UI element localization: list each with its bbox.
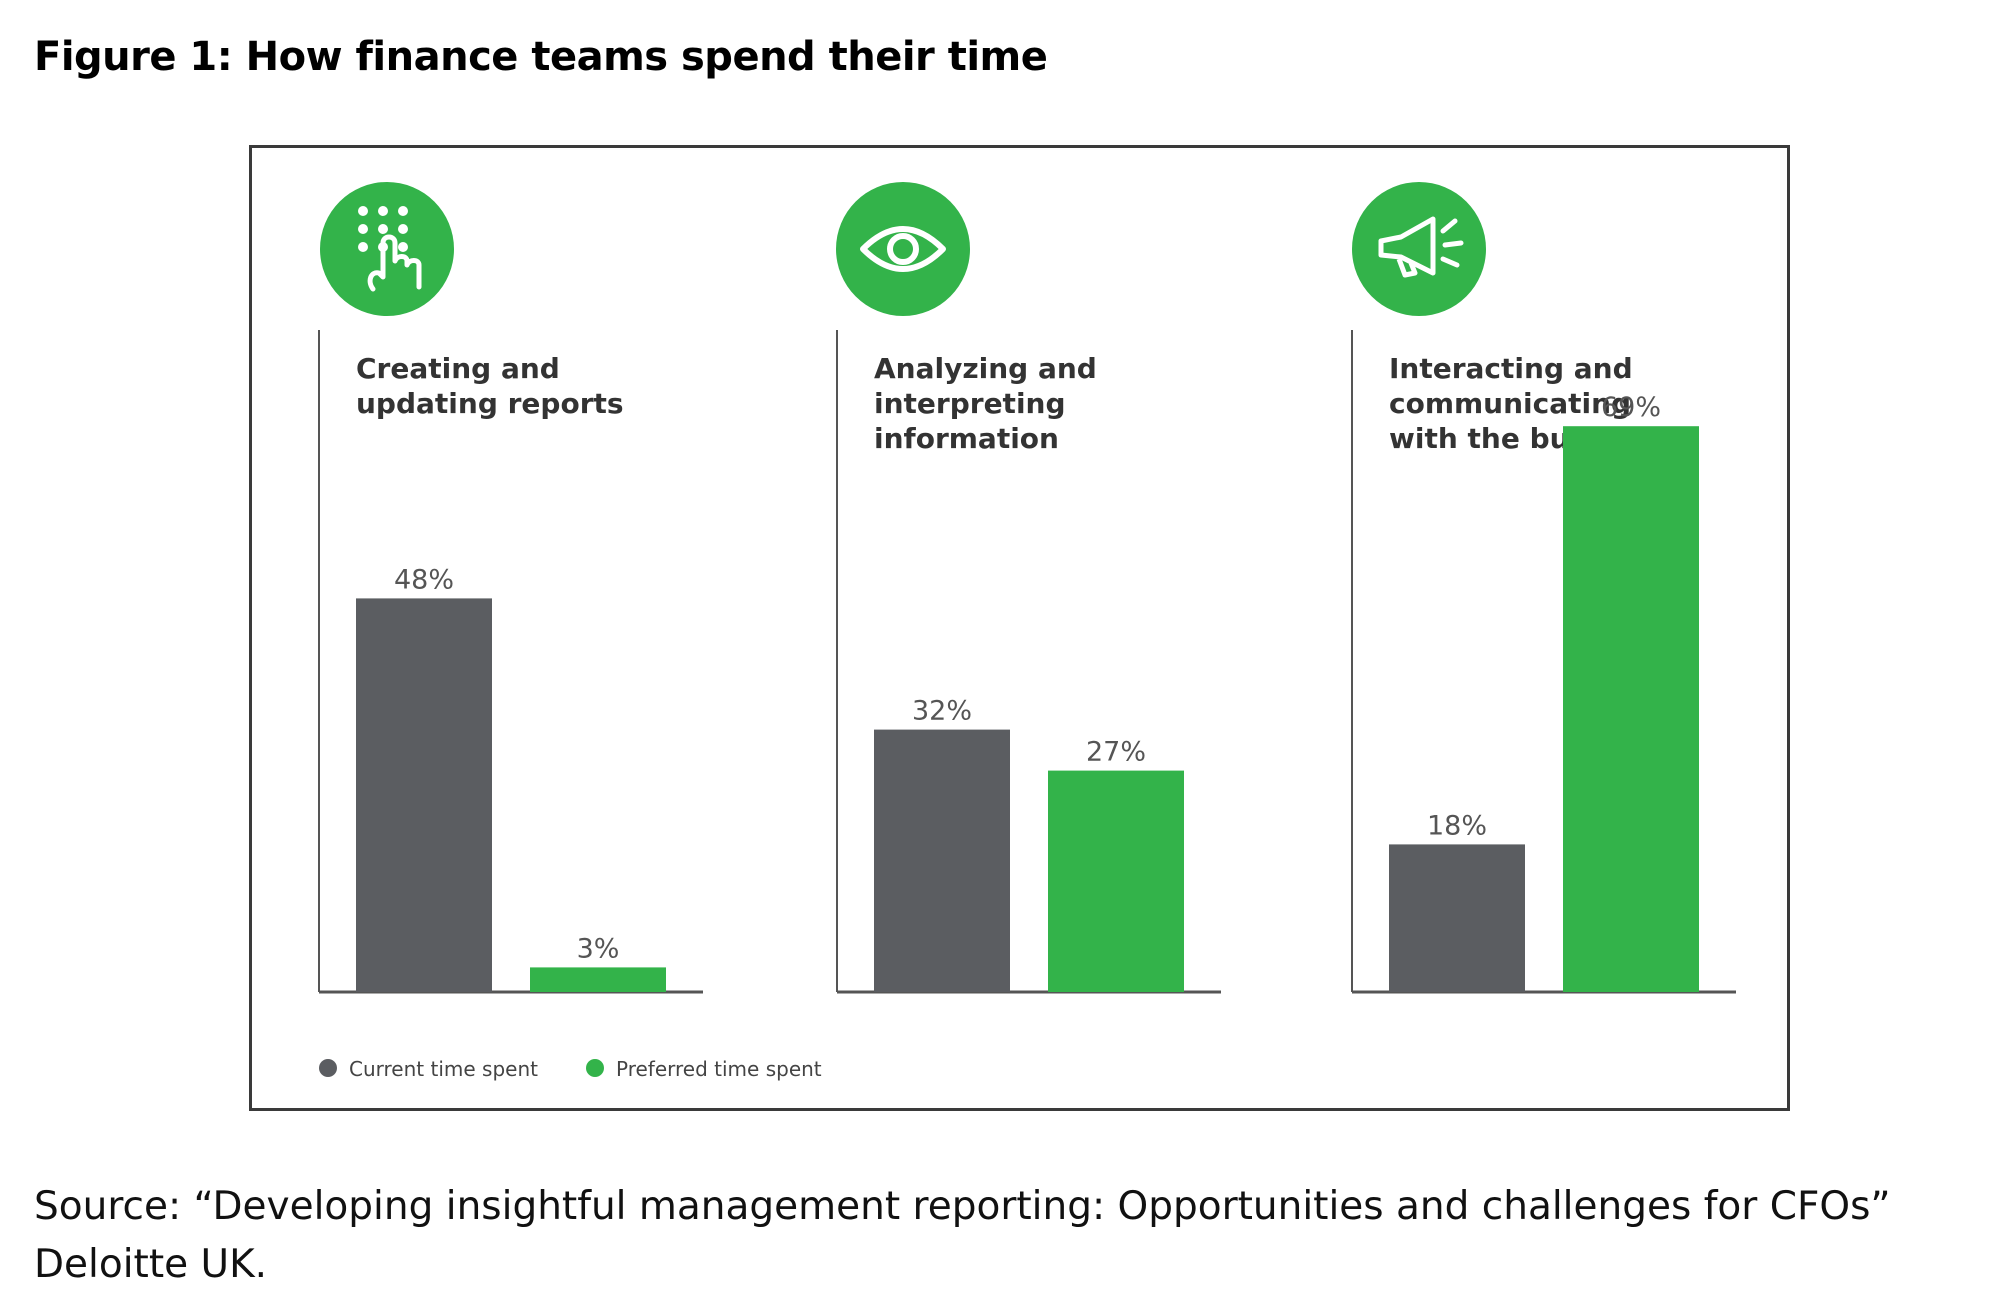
chart-panel-2: Analyzing and interpreting information 32% 2… — [836, 182, 1221, 994]
category-label-line: communicating — [1389, 387, 1631, 420]
megaphone-icon — [1352, 182, 1486, 316]
category-label: Creating and updating reports — [356, 352, 624, 420]
icon-circle — [1352, 182, 1486, 316]
bar-value-label: 32% — [912, 696, 972, 727]
chart-panel-1: Creating and updating reports 48% 3% — [318, 182, 703, 994]
legend-label: Current time spent — [349, 1057, 538, 1081]
bar-current — [356, 598, 492, 992]
category-label: Analyzing and interpreting information — [874, 352, 1097, 455]
eye-icon — [836, 182, 970, 316]
figure-title: Figure 1: How finance teams spend their … — [34, 34, 1048, 80]
legend: Current time spent Preferred time spent — [319, 1057, 822, 1081]
icon-circle — [836, 182, 970, 316]
legend-swatch-preferred — [586, 1059, 604, 1077]
bar-value-label: 18% — [1427, 810, 1487, 841]
bar-value-label: 48% — [394, 564, 454, 595]
bar-value-label: 27% — [1086, 737, 1146, 768]
legend-label: Preferred time spent — [616, 1057, 822, 1081]
bar-current — [1389, 844, 1525, 992]
category-label-line: Interacting and — [1389, 352, 1633, 385]
bar-preferred — [1048, 770, 1184, 992]
bar-preferred — [1563, 426, 1699, 992]
touch-keypad-icon — [320, 182, 454, 316]
category-label-line: interpreting — [874, 387, 1066, 420]
category-label-line: Analyzing and — [874, 352, 1097, 385]
source-caption: Source: “Developing insightful managemen… — [34, 1184, 1891, 1287]
chart-panel-3: Interacting and communicating with the bus… — [1351, 182, 1736, 994]
bar-value-label: 69% — [1601, 392, 1661, 423]
category-label-line: Creating and — [356, 352, 560, 385]
category-label: Interacting and communicating with the bus… — [1389, 352, 1668, 455]
category-label-line: information — [874, 422, 1059, 455]
chart-frame — [249, 145, 1790, 1111]
legend-swatch-current — [319, 1059, 337, 1077]
bar-preferred — [530, 967, 666, 992]
bar-value-label: 3% — [577, 933, 620, 964]
bar-current — [874, 729, 1010, 992]
category-label-line: updating reports — [356, 387, 624, 420]
